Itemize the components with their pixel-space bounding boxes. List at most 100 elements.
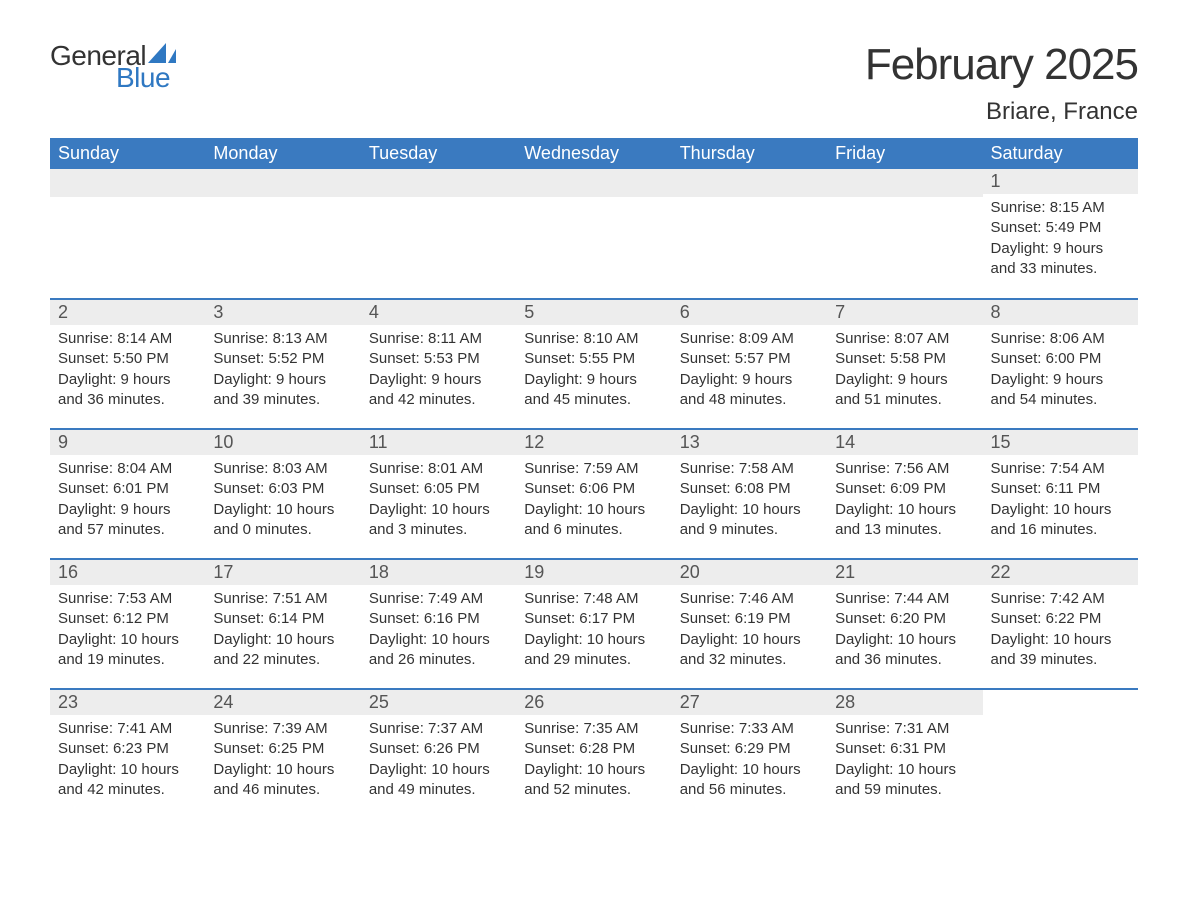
sunrise-line: Sunrise: 7:37 AM bbox=[369, 719, 508, 739]
day-number: 21 bbox=[827, 560, 982, 585]
day-details: Sunrise: 7:58 AMSunset: 6:08 PMDaylight:… bbox=[672, 455, 827, 544]
sunrise-line: Sunrise: 8:11 AM bbox=[369, 329, 508, 349]
sunset-line: Sunset: 6:16 PM bbox=[369, 609, 508, 629]
daylight-line: Daylight: 10 hours and 3 minutes. bbox=[369, 500, 508, 541]
day-number: 8 bbox=[983, 300, 1138, 325]
calendar-day-cell: 12Sunrise: 7:59 AMSunset: 6:06 PMDayligh… bbox=[516, 429, 671, 559]
day-number: 10 bbox=[205, 430, 360, 455]
sunrise-line: Sunrise: 7:41 AM bbox=[58, 719, 197, 739]
calendar-day-cell: 8Sunrise: 8:06 AMSunset: 6:00 PMDaylight… bbox=[983, 299, 1138, 429]
day-details: Sunrise: 7:59 AMSunset: 6:06 PMDaylight:… bbox=[516, 455, 671, 544]
sunrise-line: Sunrise: 8:07 AM bbox=[835, 329, 974, 349]
calendar-empty-cell bbox=[205, 169, 360, 299]
daylight-line: Daylight: 10 hours and 42 minutes. bbox=[58, 760, 197, 801]
daylight-line: Daylight: 9 hours and 57 minutes. bbox=[58, 500, 197, 541]
empty-daynum-strip bbox=[672, 169, 827, 197]
day-details: Sunrise: 7:56 AMSunset: 6:09 PMDaylight:… bbox=[827, 455, 982, 544]
calendar-body: 1Sunrise: 8:15 AMSunset: 5:49 PMDaylight… bbox=[50, 169, 1138, 819]
daylight-line: Daylight: 10 hours and 0 minutes. bbox=[213, 500, 352, 541]
daylight-line: Daylight: 10 hours and 6 minutes. bbox=[524, 500, 663, 541]
day-details: Sunrise: 7:46 AMSunset: 6:19 PMDaylight:… bbox=[672, 585, 827, 674]
daylight-line: Daylight: 10 hours and 13 minutes. bbox=[835, 500, 974, 541]
day-details: Sunrise: 7:54 AMSunset: 6:11 PMDaylight:… bbox=[983, 455, 1138, 544]
sunset-line: Sunset: 6:25 PM bbox=[213, 739, 352, 759]
daylight-line: Daylight: 10 hours and 29 minutes. bbox=[524, 630, 663, 671]
day-details: Sunrise: 7:44 AMSunset: 6:20 PMDaylight:… bbox=[827, 585, 982, 674]
calendar-week-row: 23Sunrise: 7:41 AMSunset: 6:23 PMDayligh… bbox=[50, 689, 1138, 819]
sunset-line: Sunset: 6:00 PM bbox=[991, 349, 1130, 369]
sunrise-line: Sunrise: 7:33 AM bbox=[680, 719, 819, 739]
day-details: Sunrise: 7:51 AMSunset: 6:14 PMDaylight:… bbox=[205, 585, 360, 674]
weekday-header: Friday bbox=[827, 138, 982, 169]
calendar-day-cell: 15Sunrise: 7:54 AMSunset: 6:11 PMDayligh… bbox=[983, 429, 1138, 559]
day-number: 23 bbox=[50, 690, 205, 715]
sunrise-line: Sunrise: 7:49 AM bbox=[369, 589, 508, 609]
daylight-line: Daylight: 9 hours and 36 minutes. bbox=[58, 370, 197, 411]
day-details: Sunrise: 7:39 AMSunset: 6:25 PMDaylight:… bbox=[205, 715, 360, 804]
sunset-line: Sunset: 5:49 PM bbox=[991, 218, 1130, 238]
sunrise-line: Sunrise: 8:01 AM bbox=[369, 459, 508, 479]
sunset-line: Sunset: 5:52 PM bbox=[213, 349, 352, 369]
day-number: 20 bbox=[672, 560, 827, 585]
sunset-line: Sunset: 6:03 PM bbox=[213, 479, 352, 499]
sunset-line: Sunset: 6:17 PM bbox=[524, 609, 663, 629]
daylight-line: Daylight: 9 hours and 48 minutes. bbox=[680, 370, 819, 411]
day-number: 18 bbox=[361, 560, 516, 585]
sunset-line: Sunset: 6:26 PM bbox=[369, 739, 508, 759]
daylight-line: Daylight: 10 hours and 52 minutes. bbox=[524, 760, 663, 801]
sunset-line: Sunset: 6:19 PM bbox=[680, 609, 819, 629]
day-details: Sunrise: 7:49 AMSunset: 6:16 PMDaylight:… bbox=[361, 585, 516, 674]
day-details: Sunrise: 8:13 AMSunset: 5:52 PMDaylight:… bbox=[205, 325, 360, 414]
day-details: Sunrise: 8:01 AMSunset: 6:05 PMDaylight:… bbox=[361, 455, 516, 544]
weekday-header: Wednesday bbox=[516, 138, 671, 169]
sunrise-line: Sunrise: 7:44 AM bbox=[835, 589, 974, 609]
daylight-line: Daylight: 9 hours and 45 minutes. bbox=[524, 370, 663, 411]
day-number: 26 bbox=[516, 690, 671, 715]
day-number: 27 bbox=[672, 690, 827, 715]
calendar-day-cell: 22Sunrise: 7:42 AMSunset: 6:22 PMDayligh… bbox=[983, 559, 1138, 689]
empty-daynum-strip bbox=[361, 169, 516, 197]
weekday-header: Thursday bbox=[672, 138, 827, 169]
sunrise-line: Sunrise: 8:14 AM bbox=[58, 329, 197, 349]
sunrise-line: Sunrise: 8:09 AM bbox=[680, 329, 819, 349]
sunrise-line: Sunrise: 8:03 AM bbox=[213, 459, 352, 479]
title-block: February 2025 Briare, France bbox=[865, 40, 1138, 126]
daylight-line: Daylight: 10 hours and 19 minutes. bbox=[58, 630, 197, 671]
calendar-empty-cell bbox=[516, 169, 671, 299]
sunrise-line: Sunrise: 8:06 AM bbox=[991, 329, 1130, 349]
calendar-day-cell: 23 Sunrise: 7:41 AMSunset: 6:23 PMDayligh… bbox=[50, 689, 205, 819]
calendar-week-row: 2Sunrise: 8:14 AMSunset: 5:50 PMDaylight… bbox=[50, 299, 1138, 429]
calendar-day-cell: 17Sunrise: 7:51 AMSunset: 6:14 PMDayligh… bbox=[205, 559, 360, 689]
day-details: Sunrise: 8:14 AMSunset: 5:50 PMDaylight:… bbox=[50, 325, 205, 414]
day-details: Sunrise: 7:35 AMSunset: 6:28 PMDaylight:… bbox=[516, 715, 671, 804]
day-number: 17 bbox=[205, 560, 360, 585]
daylight-line: Daylight: 10 hours and 49 minutes. bbox=[369, 760, 508, 801]
sunset-line: Sunset: 6:23 PM bbox=[58, 739, 197, 759]
sunrise-line: Sunrise: 8:15 AM bbox=[991, 198, 1130, 218]
calendar-week-row: 16Sunrise: 7:53 AMSunset: 6:12 PMDayligh… bbox=[50, 559, 1138, 689]
day-number: 28 bbox=[827, 690, 982, 715]
day-number: 2 bbox=[50, 300, 205, 325]
day-number: 13 bbox=[672, 430, 827, 455]
day-number: 24 bbox=[205, 690, 360, 715]
calendar-day-cell: 4Sunrise: 8:11 AMSunset: 5:53 PMDaylight… bbox=[361, 299, 516, 429]
sunset-line: Sunset: 5:50 PM bbox=[58, 349, 197, 369]
sunset-line: Sunset: 6:12 PM bbox=[58, 609, 197, 629]
sunset-line: Sunset: 5:55 PM bbox=[524, 349, 663, 369]
sunset-line: Sunset: 6:20 PM bbox=[835, 609, 974, 629]
calendar-day-cell: 24Sunrise: 7:39 AMSunset: 6:25 PMDayligh… bbox=[205, 689, 360, 819]
empty-daynum-strip bbox=[205, 169, 360, 197]
calendar-week-row: 1Sunrise: 8:15 AMSunset: 5:49 PMDaylight… bbox=[50, 169, 1138, 299]
sunrise-line: Sunrise: 7:51 AM bbox=[213, 589, 352, 609]
sunset-line: Sunset: 6:08 PM bbox=[680, 479, 819, 499]
calendar-empty-cell bbox=[672, 169, 827, 299]
calendar-day-cell: 26Sunrise: 7:35 AMSunset: 6:28 PMDayligh… bbox=[516, 689, 671, 819]
sunset-line: Sunset: 5:53 PM bbox=[369, 349, 508, 369]
day-details: Sunrise: 7:53 AMSunset: 6:12 PMDaylight:… bbox=[50, 585, 205, 674]
day-details: Sunrise: 8:04 AMSunset: 6:01 PMDaylight:… bbox=[50, 455, 205, 544]
daylight-line: Daylight: 10 hours and 32 minutes. bbox=[680, 630, 819, 671]
daylight-line: Daylight: 9 hours and 33 minutes. bbox=[991, 239, 1130, 280]
calendar-day-cell: 10 Sunrise: 8:03 AMSunset: 6:03 PMDayligh… bbox=[205, 429, 360, 559]
daylight-line: Daylight: 10 hours and 26 minutes. bbox=[369, 630, 508, 671]
daylight-line: Daylight: 10 hours and 9 minutes. bbox=[680, 500, 819, 541]
